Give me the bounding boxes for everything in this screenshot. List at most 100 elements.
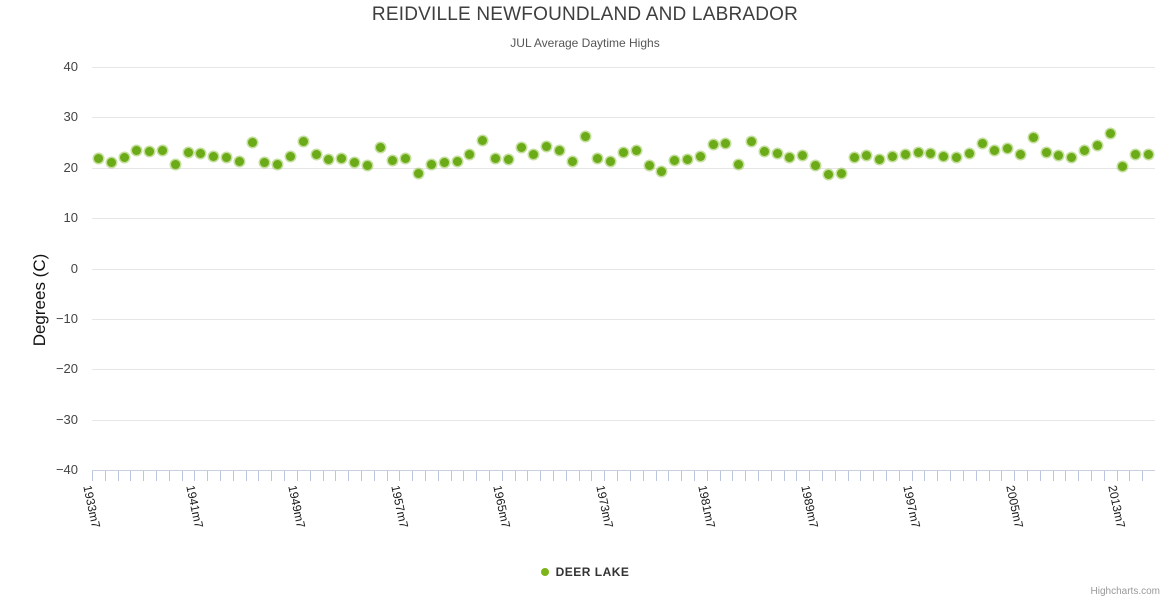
data-point[interactable] [951,153,961,163]
data-point[interactable] [1003,144,1013,154]
x-axis-tick [630,471,631,481]
data-point[interactable] [183,148,193,158]
data-point[interactable] [836,169,846,179]
data-point[interactable] [977,138,987,148]
data-point[interactable] [644,160,654,170]
data-point[interactable] [452,157,462,167]
data-point[interactable] [1028,133,1038,143]
data-point[interactable] [580,132,590,142]
data-point[interactable] [388,155,398,165]
data-point[interactable] [926,148,936,158]
data-point[interactable] [1118,161,1128,171]
data-point[interactable] [337,153,347,163]
x-axis-tick [912,471,913,481]
gridline [92,268,1155,270]
data-point[interactable] [593,153,603,163]
data-point[interactable] [362,161,372,171]
data-point[interactable] [631,145,641,155]
data-point[interactable] [1067,152,1077,162]
data-point[interactable] [772,149,782,159]
data-point[interactable] [132,145,142,155]
data-point[interactable] [490,154,500,164]
data-point[interactable] [657,167,667,177]
chart-legend: DEER LAKE [0,562,1170,580]
data-point[interactable] [900,149,910,159]
data-point[interactable] [1105,129,1115,139]
data-point[interactable] [1092,140,1102,150]
x-axis-tick [553,471,554,481]
data-point[interactable] [695,152,705,162]
data-point[interactable] [234,157,244,167]
data-point[interactable] [145,147,155,157]
data-point[interactable] [478,135,488,145]
data-point[interactable] [849,152,859,162]
data-point[interactable] [823,169,833,179]
data-point[interactable] [798,150,808,160]
data-point[interactable] [414,169,424,179]
data-point[interactable] [196,149,206,159]
data-point[interactable] [311,150,321,160]
x-axis-tick [387,471,388,481]
data-point[interactable] [260,157,270,167]
data-point[interactable] [375,143,385,153]
data-point[interactable] [1054,151,1064,161]
data-point[interactable] [1016,149,1026,159]
data-point[interactable] [619,147,628,157]
data-point[interactable] [721,138,731,148]
data-point[interactable] [990,146,1000,156]
data-point[interactable] [286,151,295,161]
data-point[interactable] [93,154,103,164]
data-point[interactable] [157,146,167,156]
data-point[interactable] [350,157,360,167]
data-point[interactable] [939,152,949,162]
data-point[interactable] [964,149,974,159]
y-axis-tick-label: −30 [55,411,78,427]
data-point[interactable] [465,150,475,160]
data-point[interactable] [170,160,180,170]
data-point[interactable] [1144,150,1154,160]
data-point[interactable] [734,160,744,170]
x-axis-tick [169,471,170,481]
data-point[interactable] [759,146,769,156]
data-point[interactable] [913,148,923,158]
data-point[interactable] [439,158,449,168]
data-point[interactable] [542,142,552,152]
data-point[interactable] [670,156,680,166]
data-point[interactable] [554,145,564,155]
data-point[interactable] [273,159,283,169]
data-point[interactable] [503,155,513,165]
data-point[interactable] [401,154,411,164]
legend-marker-icon [540,567,549,576]
data-point[interactable] [567,156,577,166]
data-point[interactable] [247,137,257,147]
data-point[interactable] [221,153,231,163]
data-point[interactable] [516,143,526,153]
data-point[interactable] [324,154,334,164]
data-point[interactable] [106,158,116,168]
x-axis-tick-label: 1941m7 [183,484,206,530]
data-point[interactable] [875,155,885,165]
legend-item-deer-lake[interactable]: DEER LAKE [540,564,630,579]
data-point[interactable] [1131,149,1141,159]
data-point[interactable] [529,150,539,160]
data-point[interactable] [887,151,897,161]
chart-title: REIDVILLE NEWFOUNDLAND AND LABRADOR [371,4,799,25]
data-point[interactable] [1080,146,1090,156]
data-point[interactable] [1041,148,1051,158]
data-point[interactable] [683,155,693,165]
data-point[interactable] [298,136,308,146]
x-axis-tick [643,471,644,481]
data-point[interactable] [119,153,129,163]
data-point[interactable] [606,157,616,167]
data-point[interactable] [862,150,872,160]
x-axis-tick [848,471,849,481]
data-point[interactable] [747,137,757,147]
data-point[interactable] [811,161,821,171]
x-axis-tick [92,471,93,481]
data-point[interactable] [426,159,436,169]
x-axis-tick [1065,471,1066,481]
x-axis-tick-label: 1957m7 [388,484,411,530]
data-point[interactable] [708,140,718,150]
data-point[interactable] [209,152,219,162]
data-point[interactable] [785,152,795,162]
